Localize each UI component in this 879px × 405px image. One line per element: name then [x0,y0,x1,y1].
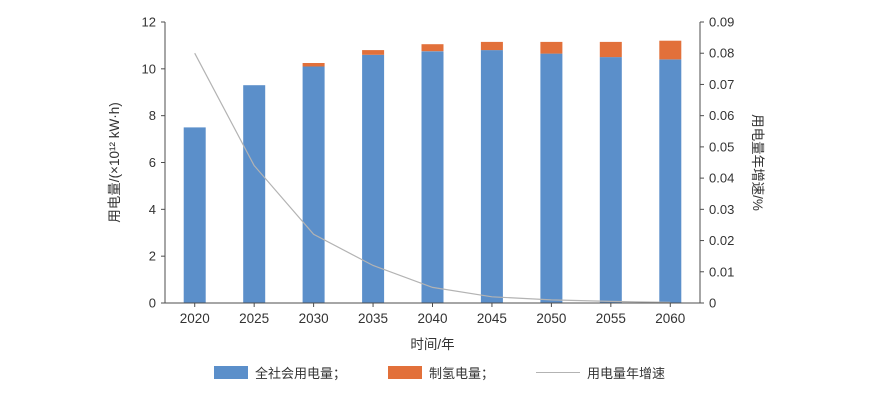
legend-line-swatch-growth-rate [536,372,580,373]
y-right-tick-label: 0.01 [709,264,734,279]
bar-segment [659,59,682,303]
bar-segment [599,57,622,303]
bar-segment [362,54,385,303]
bar-segment [480,41,503,51]
bar-segment [421,44,444,52]
bar-segment [540,41,563,54]
y-right-tick-label: 0.06 [709,108,734,123]
legend-item-total-consumption: 全社会用电量； [213,363,346,382]
bar-segment [302,66,325,303]
y-left-tick-label: 0 [149,296,156,311]
y-axis-left-title: 用电量/(×10¹² kW·h) [107,102,122,222]
legend-item-growth-rate: 用电量年增速 [536,363,665,382]
bar-segment [659,40,682,60]
y-left-tick-label: 10 [142,61,156,76]
x-tick-label: 2045 [477,311,507,326]
x-axis-title: 时间/年 [410,337,454,352]
y-right-tick-label: 0.03 [709,202,734,217]
y-left-tick-label: 4 [149,202,156,217]
legend-swatch-hydrogen-electricity [387,366,422,379]
legend-label-hydrogen-electricity: 制氢电量； [428,366,494,381]
x-tick-label: 2055 [596,311,626,326]
y-left-tick-label: 8 [149,108,156,123]
x-tick-label: 2035 [358,311,388,326]
x-tick-label: 2040 [417,311,447,326]
bar-segment [362,50,385,55]
x-tick-label: 2030 [299,311,329,326]
y-axis-right-title: 用电量年增速/% [750,114,765,211]
y-right-tick-label: 0.05 [709,139,734,154]
y-right-tick-label: 0.02 [709,233,734,248]
bar-segment [540,53,563,303]
legend-swatch-total-consumption [213,366,248,379]
y-left-tick-label: 12 [142,15,156,30]
bar-segment [183,127,206,304]
y-right-tick-label: 0.04 [709,171,734,186]
y-right-tick-label: 0.08 [709,46,734,61]
bar-segment [480,50,503,303]
x-tick-label: 2060 [655,311,685,326]
y-right-tick-label: 0.09 [709,15,734,30]
y-left-tick-label: 2 [149,249,156,264]
y-right-tick-label: 0 [709,296,716,311]
x-tick-label: 2020 [180,311,210,326]
legend: 全社会用电量； 制氢电量； 用电量年增速 [0,363,879,382]
x-tick-label: 2025 [239,311,269,326]
legend-item-hydrogen-electricity: 制氢电量； [387,363,494,382]
y-right-tick-label: 0.07 [709,77,734,92]
chart-plot-area: 0 2 4 6 8 10 12 0 0.01 0.02 0.03 0.04 0.05 0.06 0.07 0.… [107,15,765,353]
bar-segment [599,41,622,58]
y-left-tick-label: 6 [149,155,156,170]
legend-label-total-consumption: 全社会用电量； [254,366,346,381]
x-tick-label: 2050 [536,311,566,326]
legend-label-growth-rate: 用电量年增速 [587,366,666,381]
bar-segment [302,63,325,67]
growth-rate-line [194,52,671,303]
bar-segment [421,51,444,303]
bar-segment [243,85,266,303]
